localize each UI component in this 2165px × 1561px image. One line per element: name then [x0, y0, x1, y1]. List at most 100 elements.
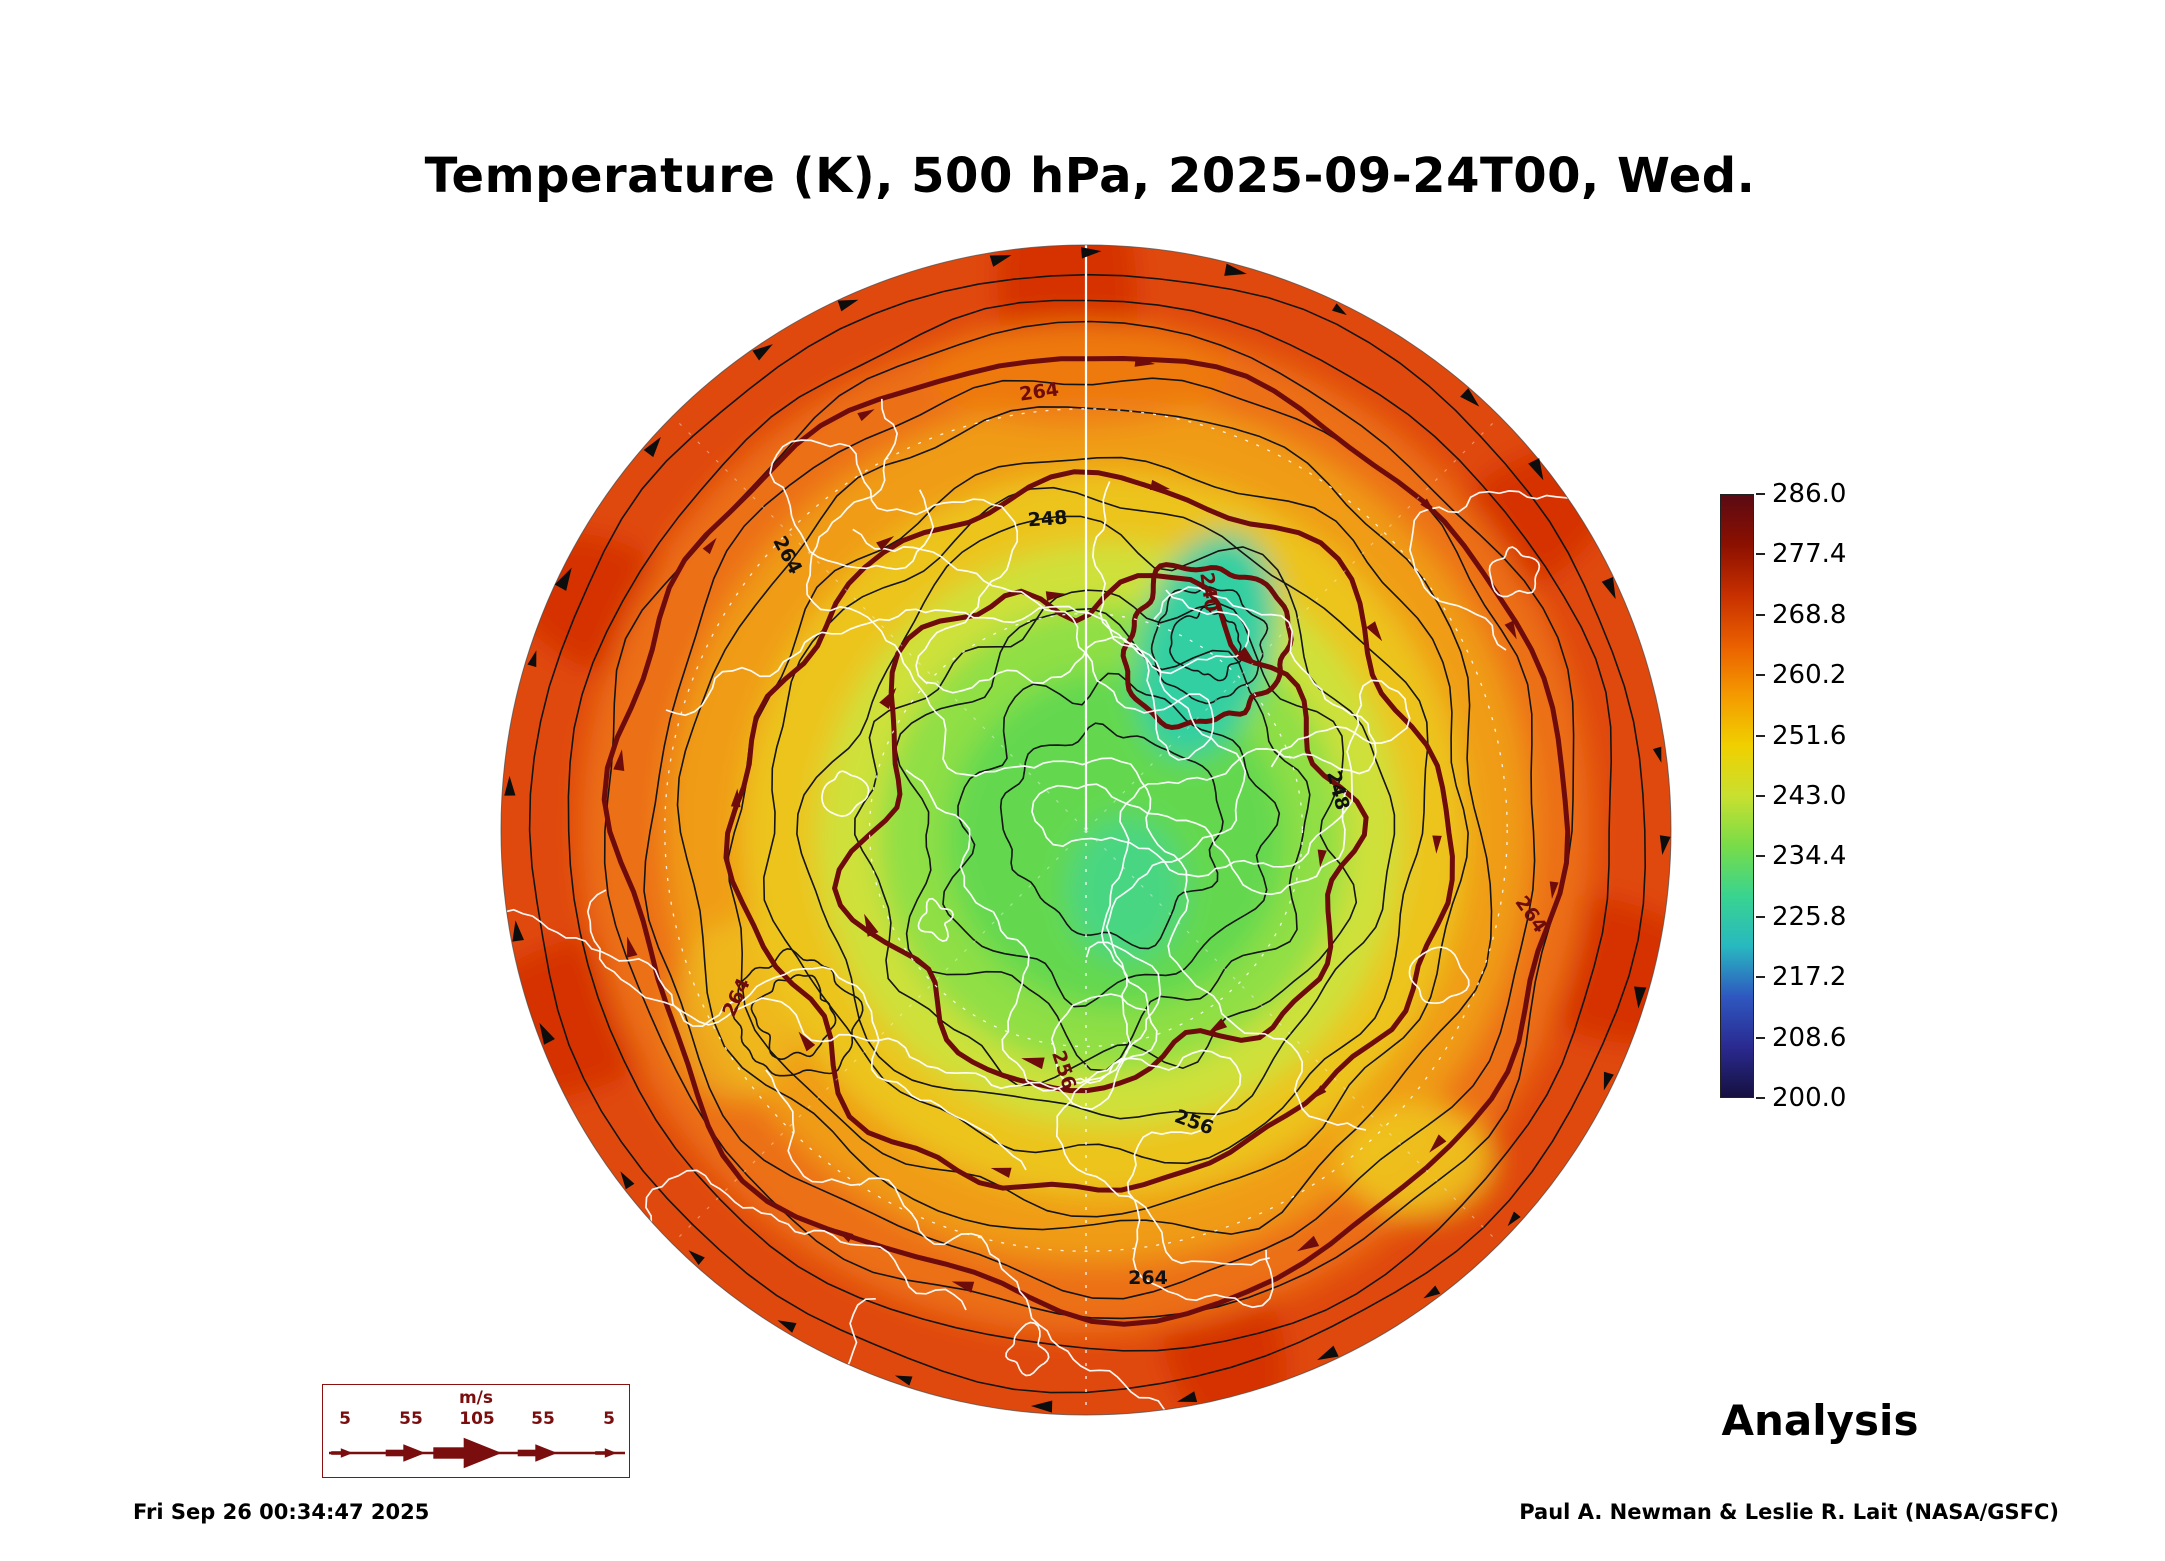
- wind-scale-arrow-icon: [340, 1448, 353, 1458]
- wind-arrowhead-icon: [1237, 646, 1257, 666]
- wind-arrowhead-icon: [1366, 621, 1383, 642]
- temperature-field: [501, 245, 1671, 1415]
- wind-scale-arrow-icon: [604, 1448, 617, 1458]
- wind-speed-legend: m/s 5 55 105 55 5: [322, 1384, 630, 1478]
- wind-arrowhead-icon: [1659, 835, 1671, 856]
- wind-arrowhead-icon: [1149, 479, 1171, 490]
- colorbar-tick-label: 277.4: [1772, 539, 1847, 570]
- wind-arrowhead-icon: [1504, 620, 1517, 640]
- wind-arrowhead-icon: [688, 1250, 705, 1266]
- wind-tick-label: 55: [399, 1409, 423, 1429]
- wind-arrowhead-icon: [539, 1022, 555, 1045]
- colorbar-tick: [1756, 915, 1765, 918]
- timestamp: Fri Sep 26 00:34:47 2025: [133, 1500, 430, 1524]
- wind-arrowhead-icon: [627, 936, 638, 958]
- map-rim: [500, 244, 1672, 1416]
- colorbar-tick-label: 200.0: [1772, 1083, 1847, 1113]
- wind-arrowhead-icon: [989, 255, 1012, 267]
- wind-tick-label: 5: [339, 1409, 351, 1429]
- wind-scale-arrow-icon: [463, 1437, 502, 1469]
- wind-arrowhead-icon: [990, 1167, 1012, 1178]
- colorbar: 286.0 277.4 268.8 260.2 251.6 243.0 234.4 225.8…: [1720, 479, 1960, 1113]
- contour-label: 248: [1027, 507, 1068, 532]
- colorbar-tick: [1756, 493, 1765, 495]
- credit: Paul A. Newman & Leslie R. Lait (NASA/GS…: [1519, 1500, 2059, 1524]
- wind-arrowhead-icon: [752, 344, 773, 361]
- colorbar-tick-label: 208.6: [1772, 1022, 1847, 1053]
- colorbar-tick-label: 243.0: [1772, 781, 1847, 811]
- wind-arrowhead-icon: [1507, 1211, 1521, 1227]
- page-title: Temperature (K), 500 hPa, 2025-09-24T00,…: [424, 148, 1756, 204]
- wind-arrowhead-icon: [643, 436, 661, 458]
- wind-tick-label: 5: [603, 1409, 615, 1429]
- wind-arrowhead-icon: [512, 920, 525, 942]
- wind-arrowhead-icon: [1021, 1057, 1045, 1070]
- wind-arrowhead-icon: [527, 650, 537, 668]
- wind-arrowhead-icon: [1429, 1134, 1447, 1153]
- wind-arrowhead-icon: [1331, 303, 1347, 316]
- contour-label: 264: [1018, 378, 1060, 405]
- wind-arrowhead-icon: [504, 775, 516, 796]
- wind-arrowhead-icon: [554, 567, 572, 591]
- colorbar-tick-label: 260.2: [1772, 660, 1847, 691]
- wind-arrowhead-icon: [613, 749, 625, 771]
- colorbar-tick: [1756, 674, 1765, 677]
- wind-arrowhead-icon: [1310, 1085, 1327, 1100]
- wind-arrowhead-icon: [1317, 1345, 1339, 1361]
- contour-wind-arrows: [613, 356, 1559, 1293]
- wind-arrowhead-icon: [1549, 881, 1559, 899]
- wind-arrowhead-icon: [1460, 388, 1480, 407]
- wind-arrowhead-icon: [1030, 1400, 1053, 1413]
- wind-arrowhead-icon: [1207, 1018, 1228, 1034]
- wind-arrowhead-icon: [1317, 849, 1327, 868]
- wind-arrowhead-icon: [620, 1171, 635, 1190]
- wind-arrowhead-icon: [876, 535, 895, 551]
- map-clip-group: [501, 245, 1671, 1415]
- colorbar-tick: [1756, 795, 1765, 797]
- wind-arrowhead-icon: [837, 299, 859, 312]
- colorbar-tick-label: 225.8: [1772, 901, 1847, 932]
- colorbar-tick: [1756, 855, 1765, 858]
- boundary-wind-arrows: [504, 247, 1671, 1413]
- colorbar-tick: [1756, 976, 1765, 979]
- wind-arrowhead-icon: [702, 537, 717, 555]
- wind-arrowhead-icon: [798, 1031, 816, 1052]
- wind-arrowhead-icon: [777, 1320, 797, 1333]
- wind-arrowhead-icon: [1423, 1285, 1441, 1299]
- contour-label: 240: [1195, 571, 1222, 613]
- colorbar-tick: [1756, 613, 1765, 616]
- wind-arrowhead-icon: [894, 1375, 913, 1386]
- colorbar-tick: [1756, 1036, 1765, 1039]
- colorbar-gradient: [1720, 494, 1754, 1098]
- wind-arrow-scale: [329, 1437, 625, 1469]
- colorbar-tick: [1756, 553, 1765, 556]
- wind-arrowhead-icon: [1634, 986, 1647, 1009]
- wind-arrowhead-icon: [951, 1281, 975, 1293]
- wind-scale-arrow-icon: [535, 1444, 558, 1462]
- contour-lines: [528, 273, 1647, 1394]
- wind-arrowhead-icon: [730, 788, 741, 808]
- wind-arrowhead-icon: [864, 913, 879, 937]
- wind-arrowhead-icon: [1297, 1235, 1320, 1252]
- wind-arrowhead-icon: [879, 687, 897, 709]
- wind-arrowhead-icon: [1528, 458, 1544, 481]
- wind-arrowhead-icon: [1652, 746, 1662, 763]
- wind-arrowhead-icon: [1224, 263, 1247, 276]
- wind-tick-label: 105: [459, 1409, 495, 1429]
- wind-arrowhead-icon: [1420, 498, 1436, 515]
- wind-tick-label: 55: [531, 1409, 555, 1429]
- analysis-label: Analysis: [1721, 1396, 1919, 1445]
- wind-arrowhead-icon: [1177, 1391, 1198, 1402]
- colorbar-tick-label: 268.8: [1772, 599, 1847, 630]
- wind-arrowhead-icon: [1134, 356, 1156, 367]
- graticule: [664, 245, 1508, 1415]
- contour-label: 264: [1128, 1267, 1168, 1289]
- wind-arrowhead-icon: [835, 1228, 854, 1243]
- colorbar-tick-label: 251.6: [1772, 720, 1847, 751]
- wind-arrowhead-icon: [1601, 577, 1616, 600]
- wind-arrowhead-icon: [1603, 1071, 1614, 1091]
- colorbar-tick: [1756, 1097, 1765, 1099]
- colorbar-tick-label: 217.2: [1772, 962, 1847, 993]
